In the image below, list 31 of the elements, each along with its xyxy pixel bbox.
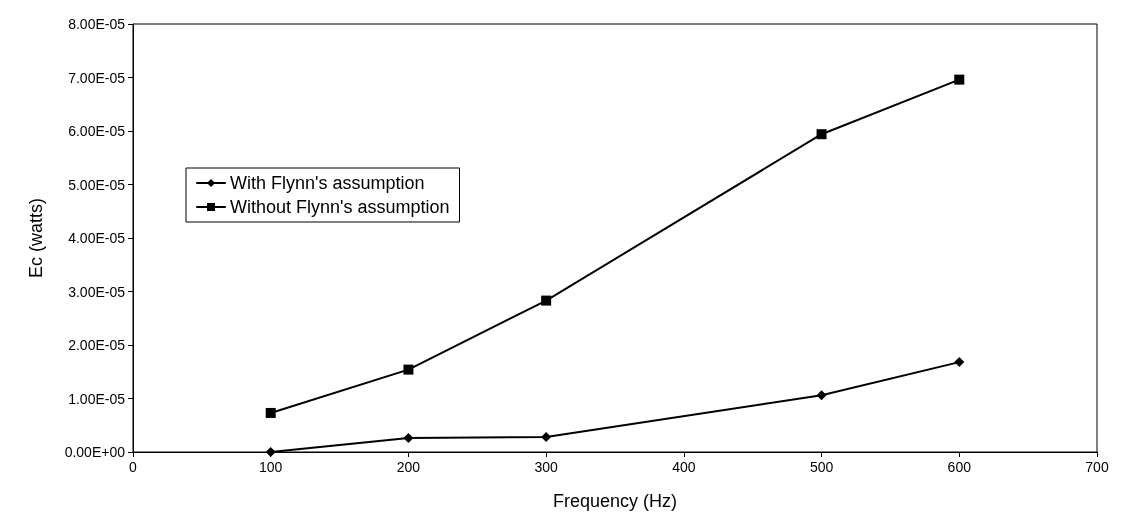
point: [541, 295, 552, 306]
x-tick-label: 400: [672, 459, 696, 475]
y-tick-label: 0.00E+00: [64, 444, 126, 460]
x-tick-label: 300: [534, 459, 559, 475]
y-tick-label: 8.00E-05: [68, 16, 126, 32]
point: [954, 74, 965, 85]
y-axis-title: Ec (watts): [26, 197, 46, 279]
point: [816, 129, 827, 140]
point: [954, 357, 965, 368]
y-tick-label: 2.00E-05: [68, 337, 126, 353]
point: [403, 364, 414, 375]
y-tick-label: 4.00E-05: [68, 230, 126, 246]
point: [816, 390, 827, 401]
x-tick-label: 0: [129, 459, 138, 475]
x-tick-label: 200: [396, 459, 421, 475]
legend-label: With Flynn's assumption: [230, 173, 425, 193]
x-tick-label: 700: [1085, 459, 1109, 475]
point: [265, 447, 276, 457]
y-tick-label: 1.00E-05: [68, 390, 126, 407]
y-tick-label: 6.00E-05: [68, 123, 126, 139]
x-tick-label: 600: [947, 459, 972, 475]
y-tick-label: 7.00E-05: [68, 69, 126, 86]
x-axis-title: Frequency (Hz): [552, 491, 678, 511]
legend-label: Without Flynn's assumption: [230, 197, 450, 217]
x-tick-label: 100: [259, 459, 283, 475]
x-tick-label: 500: [809, 459, 834, 475]
y-tick-label: 3.00E-05: [68, 283, 126, 300]
point: [541, 432, 552, 443]
point: [265, 407, 276, 418]
point: [403, 433, 414, 444]
y-tick-label: 5.00E-05: [68, 176, 126, 193]
